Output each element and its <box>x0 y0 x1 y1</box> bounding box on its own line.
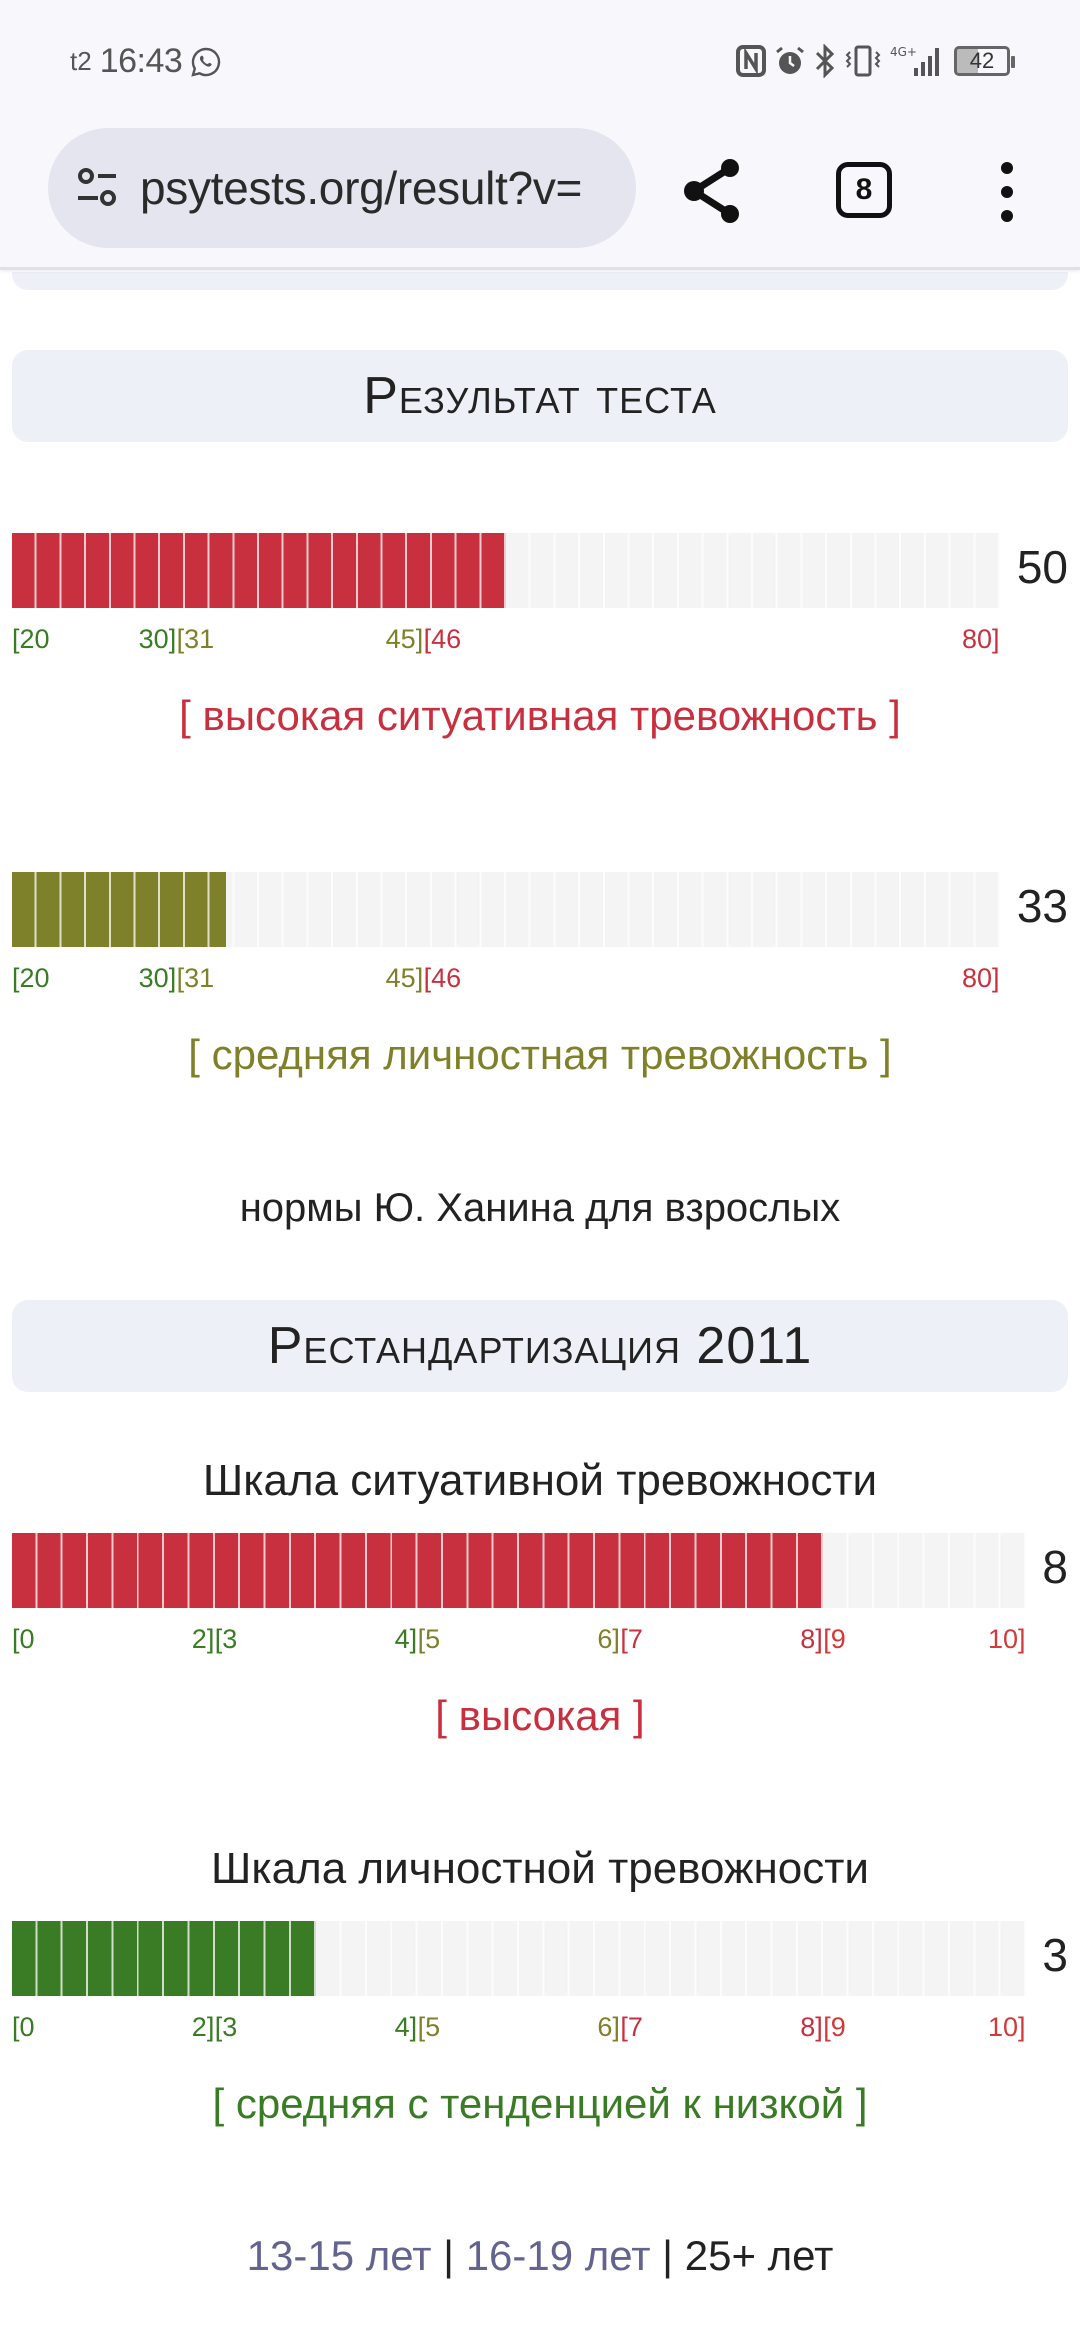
battery-level: 42 <box>969 48 995 73</box>
share-icon[interactable] <box>680 156 750 226</box>
alarm-icon <box>776 46 804 74</box>
situational-anxiety-bar <box>12 533 1000 608</box>
result-section-title: Результат теста <box>12 350 1068 442</box>
whatsapp-icon <box>191 47 221 77</box>
tick-label: [0 <box>12 2012 35 2042</box>
tick-label: [20 <box>12 624 50 654</box>
tick-label: [7 <box>620 1624 643 1654</box>
tick-label: 45] <box>385 963 424 993</box>
tick-label: 8] <box>800 2012 823 2042</box>
site-settings-icon[interactable] <box>72 162 124 214</box>
status-left: t2 16:43 <box>70 42 222 81</box>
personal-scale-bar <box>12 1921 1026 1996</box>
status-bar: t2 16:43 4G+ 42 <box>0 0 1080 122</box>
bar-segment-grid <box>12 533 1000 608</box>
restandardization-section-title: Рестандартизация 2011 <box>12 1300 1068 1392</box>
situational-scale-value: 8 <box>1042 1541 1068 1593</box>
browser-toolbar: psytests.org/result?v= 8 <box>0 122 1080 270</box>
tick-label: [5 <box>417 1624 441 1654</box>
age-link-1[interactable]: 16-19 лет <box>465 2232 651 2279</box>
tick-label: 6] <box>597 1624 620 1654</box>
tick-label: 2] <box>191 2012 215 2042</box>
network-4g-plus-icon: 4G+ <box>890 45 939 76</box>
bar-segment-grid <box>12 1921 1026 1996</box>
tick-label: 4] <box>394 1624 418 1654</box>
tick-label: 2] <box>191 1624 215 1654</box>
tick-label: [31 <box>176 624 215 654</box>
nfc-icon <box>736 45 766 77</box>
age-link-2: 25+ лет <box>684 2232 834 2279</box>
svg-text:4G+: 4G+ <box>890 45 917 59</box>
situational-anxiety-ticks: [20 30] [31 45] [46 80] <box>12 624 1000 658</box>
carrier-label: t2 <box>70 46 92 76</box>
personal-scale-verdict: [ средняя с тенденцией к низкой ] <box>212 2080 868 2127</box>
separator: | <box>650 2232 685 2279</box>
more-menu-icon[interactable] <box>992 160 1022 224</box>
tick-label: [46 <box>423 624 462 654</box>
personal-anxiety-bar <box>12 872 1000 947</box>
tick-label: [20 <box>12 963 50 993</box>
personal-anxiety-value: 33 <box>1016 880 1068 932</box>
tick-label: 4] <box>394 2012 418 2042</box>
situational-anxiety-verdict: [ высокая ситуативная тревожность ] <box>179 692 901 739</box>
tick-label: [7 <box>620 2012 643 2042</box>
tick-label: 30] <box>138 963 177 993</box>
clock: 16:43 <box>99 42 183 80</box>
tick-label: [3 <box>214 2012 238 2042</box>
tick-label: 10] <box>988 2012 1026 2042</box>
url-text[interactable]: psytests.org/result?v= <box>140 162 583 214</box>
tick-label: 30] <box>138 624 177 654</box>
situational-anxiety-value: 50 <box>1016 541 1068 593</box>
tick-label: [0 <box>12 1624 35 1654</box>
tick-label: [9 <box>823 1624 846 1654</box>
tick-label: 8] <box>800 1624 823 1654</box>
tick-label: [5 <box>417 2012 441 2042</box>
bar-segment-grid <box>12 1533 1026 1608</box>
situational-scale-verdict: [ высокая ] <box>435 1692 645 1739</box>
tick-label: 80] <box>962 963 1000 993</box>
personal-scale-title: Шкала личностной тревожности <box>211 1844 869 1893</box>
vibrate-icon <box>845 45 881 77</box>
tick-label: [31 <box>176 963 215 993</box>
tick-label: [9 <box>823 2012 846 2042</box>
tick-label: [46 <box>423 963 462 993</box>
situational-scale-ticks: [0 2] [3 4] [5 6] [7 8] [9 10] <box>12 1624 1026 1658</box>
tick-label: [3 <box>214 1624 238 1654</box>
tick-label: 10] <box>988 1624 1026 1654</box>
tab-count: 8 <box>855 173 873 206</box>
status-right: 4G+ 42 <box>736 44 1015 78</box>
tabs-icon[interactable]: 8 <box>836 162 892 218</box>
personal-scale-value: 3 <box>1042 1929 1068 1981</box>
bar-segment-grid <box>12 872 1000 947</box>
norms-note: нормы Ю. Ханина для взрослых <box>239 1186 841 1230</box>
situational-scale-bar <box>12 1533 1026 1608</box>
tick-label: 6] <box>597 2012 620 2042</box>
separator: | <box>431 2232 466 2279</box>
personal-anxiety-ticks: [20 30] [31 45] [46 80] <box>12 963 1000 997</box>
tick-label: 80] <box>962 624 1000 654</box>
personal-scale-ticks: [0 2] [3 4] [5 6] [7 8] [9 10] <box>12 2012 1026 2046</box>
battery-icon: 42 <box>954 46 1015 76</box>
tick-label: 45] <box>385 624 424 654</box>
bluetooth-icon <box>815 44 835 78</box>
previous-section-box <box>12 272 1068 290</box>
age-link-0[interactable]: 13-15 лет <box>246 2232 432 2279</box>
personal-anxiety-verdict: [ средняя личностная тревожность ] <box>188 1031 892 1078</box>
age-group-links: 13-15 лет | 16-19 лет | 25+ лет <box>0 2232 1080 2280</box>
situational-scale-title: Шкала ситуативной тревожности <box>202 1456 878 1505</box>
address-bar[interactable]: psytests.org/result?v= <box>48 128 636 248</box>
